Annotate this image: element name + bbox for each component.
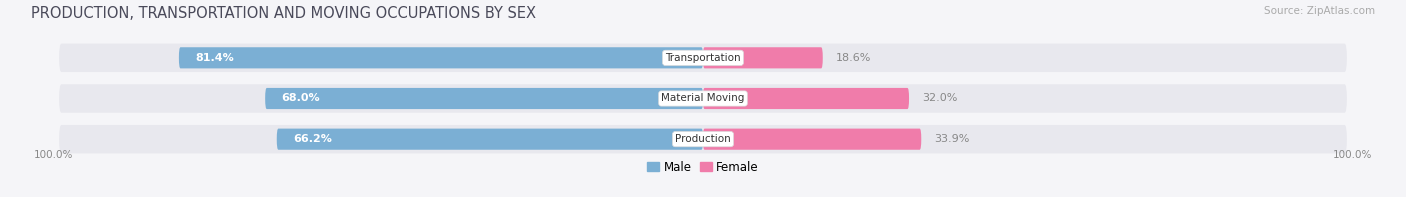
FancyBboxPatch shape	[59, 84, 1347, 113]
Legend: Male, Female: Male, Female	[643, 156, 763, 178]
Text: 32.0%: 32.0%	[922, 94, 957, 103]
FancyBboxPatch shape	[277, 129, 703, 150]
Text: Source: ZipAtlas.com: Source: ZipAtlas.com	[1264, 6, 1375, 16]
Text: 100.0%: 100.0%	[34, 150, 73, 160]
FancyBboxPatch shape	[59, 125, 1347, 153]
Text: 18.6%: 18.6%	[835, 53, 870, 63]
FancyBboxPatch shape	[703, 129, 921, 150]
Text: 81.4%: 81.4%	[195, 53, 233, 63]
Text: 68.0%: 68.0%	[281, 94, 321, 103]
FancyBboxPatch shape	[179, 47, 703, 68]
Text: Material Moving: Material Moving	[661, 94, 745, 103]
Text: 100.0%: 100.0%	[1333, 150, 1372, 160]
Text: Production: Production	[675, 134, 731, 144]
Text: 33.9%: 33.9%	[934, 134, 970, 144]
Text: Transportation: Transportation	[665, 53, 741, 63]
FancyBboxPatch shape	[266, 88, 703, 109]
Text: PRODUCTION, TRANSPORTATION AND MOVING OCCUPATIONS BY SEX: PRODUCTION, TRANSPORTATION AND MOVING OC…	[31, 6, 536, 21]
Text: 66.2%: 66.2%	[292, 134, 332, 144]
FancyBboxPatch shape	[703, 47, 823, 68]
FancyBboxPatch shape	[703, 88, 910, 109]
FancyBboxPatch shape	[59, 44, 1347, 72]
